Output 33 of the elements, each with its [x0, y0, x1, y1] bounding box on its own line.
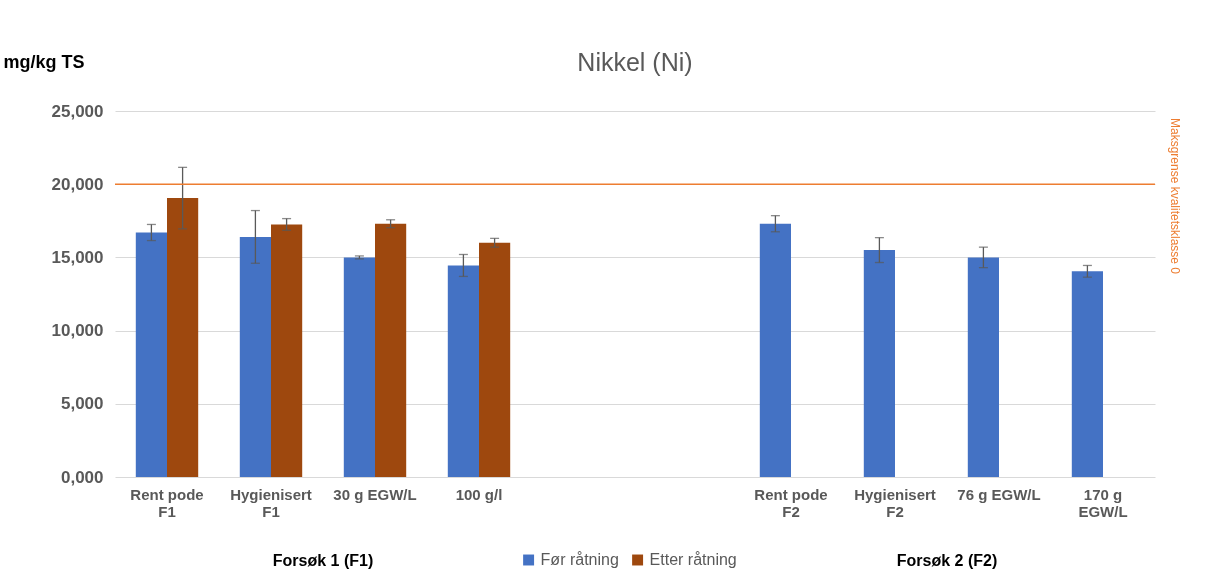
x-tick-label: 30 g EGW/L [333, 485, 417, 503]
bar [967, 257, 999, 477]
y-axis-title: mg/kg TS [3, 51, 85, 72]
legend-label: Før råtning [540, 551, 619, 568]
bar [239, 236, 271, 477]
y-tick-label: 10,000 [51, 321, 104, 341]
bar [343, 257, 375, 477]
y-tick-label: 20,000 [51, 174, 104, 194]
x-tick-label: Hygienisert F2 [854, 485, 936, 520]
bar [375, 223, 407, 477]
bar [863, 250, 895, 477]
text: Forsøk 1 (F1) [272, 552, 374, 569]
legend-label: Etter råtning [649, 551, 737, 568]
y-tick-label: 15,000 [51, 247, 104, 267]
bar [479, 242, 511, 477]
y-tick-label: 5,000 [60, 394, 104, 414]
text: Forsøk 2 (F2) [896, 552, 998, 569]
chart-title: Nikkel (Ni) [577, 48, 693, 76]
bar [1071, 271, 1103, 477]
bar [135, 232, 167, 477]
x-tick-label: Rent pode F1 [130, 485, 204, 520]
x-tick-label: 76 g EGW/L [957, 485, 1041, 503]
x-tick-label: 100 g/l [455, 485, 503, 503]
y-tick-label: 25,000 [51, 101, 104, 121]
bar [447, 265, 479, 477]
bar [759, 223, 791, 477]
x-tick-label: 170 g EGW/L [1078, 485, 1128, 520]
y-tick-label: 0,000 [60, 467, 104, 487]
x-tick-label: Rent pode F2 [754, 485, 828, 520]
bar [271, 224, 303, 477]
x-tick-label: Hygienisert F1 [230, 485, 312, 520]
bar [167, 198, 199, 477]
ref-line-label: Maksgrense kvalitetsklasse 0 [1168, 117, 1182, 275]
